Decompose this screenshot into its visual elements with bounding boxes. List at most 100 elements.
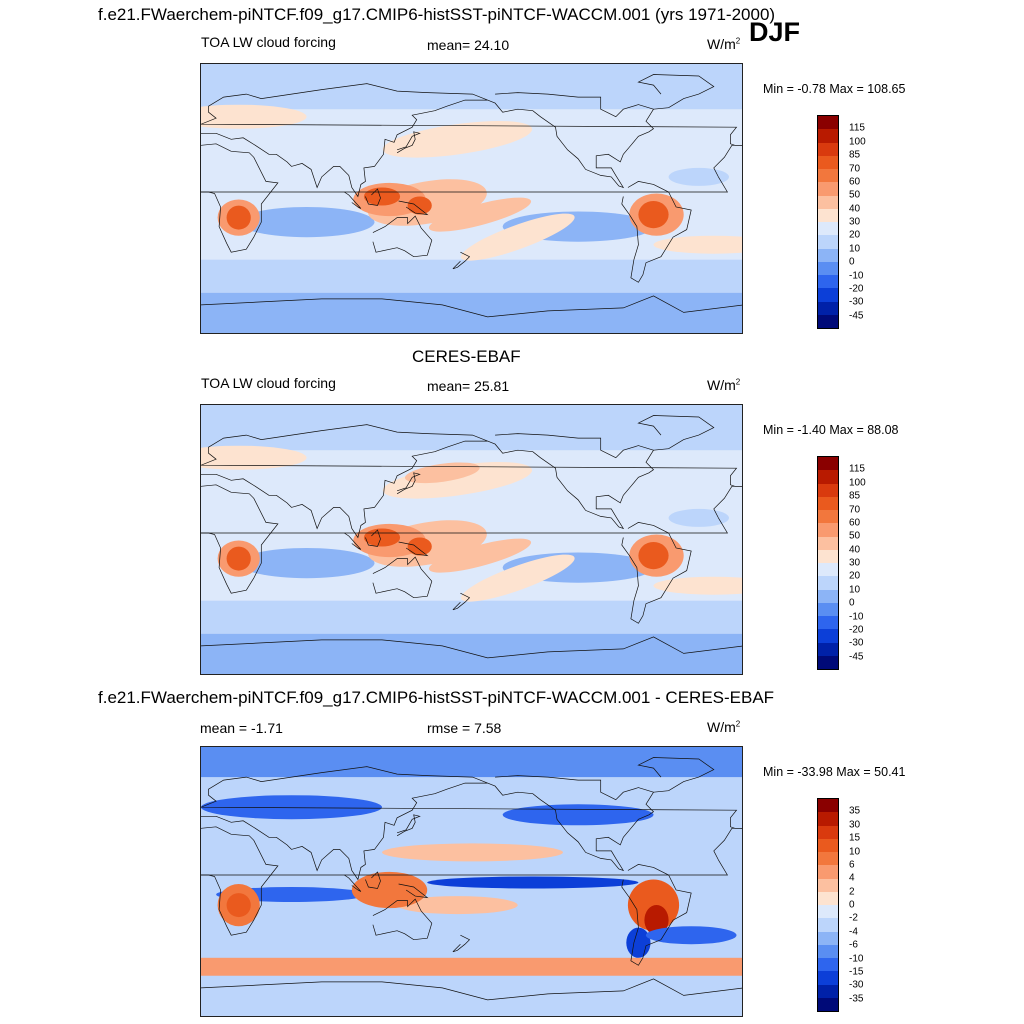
colorbar-tick-label: 10 <box>849 243 861 255</box>
colorbar-swatch <box>818 905 838 919</box>
panel3-unit-label: W/m2 <box>707 719 741 735</box>
panel1-variable-label: TOA LW cloud forcing <box>201 34 336 50</box>
colorbar-swatch <box>818 944 838 958</box>
panel1-colorbar <box>817 115 839 329</box>
colorbar-swatch <box>818 496 838 510</box>
panel2-mean-label: mean= 25.81 <box>427 378 510 394</box>
colorbar-swatch <box>818 261 838 275</box>
colorbar-tick-label: 60 <box>849 517 861 529</box>
colorbar-tick-label: -30 <box>849 296 864 308</box>
colorbar-tick-label: -15 <box>849 966 864 978</box>
colorbar-swatch <box>818 812 838 826</box>
colorbar-tick-label: -10 <box>849 953 864 964</box>
panel1-minmax: Min = -0.78 Max = 108.65 <box>763 82 906 96</box>
colorbar-swatch <box>818 891 838 905</box>
panel3-map <box>200 746 743 1017</box>
panel1-title: f.e21.FWaerchem-piNTCF.f09_g17.CMIP6-his… <box>98 5 776 24</box>
colorbar-swatch <box>818 523 838 537</box>
colorbar-swatch <box>818 195 838 209</box>
colorbar-swatch <box>818 563 838 577</box>
panel2-minmax: Min = -1.40 Max = 88.08 <box>763 423 899 437</box>
colorbar-swatch <box>818 838 838 852</box>
panel1-map <box>200 63 743 334</box>
colorbar-tick-label: 40 <box>849 544 861 556</box>
colorbar-tick-label: -30 <box>849 979 864 991</box>
colorbar-tick-label: 50 <box>849 530 861 542</box>
colorbar-tick-label: 85 <box>849 149 861 161</box>
colorbar-swatch <box>818 314 838 328</box>
colorbar-tick-label: 0 <box>849 597 855 609</box>
colorbar-swatch <box>818 616 838 630</box>
panel2-map <box>200 404 743 675</box>
colorbar-tick-label: 0 <box>849 256 855 268</box>
colorbar-swatch <box>818 536 838 550</box>
panel1-unit-label: W/m2 <box>707 36 741 52</box>
colorbar-swatch <box>818 958 838 972</box>
colorbar-swatch <box>818 971 838 985</box>
colorbar-tick-label: 20 <box>849 229 861 241</box>
colorbar-tick-label: 115 <box>849 122 865 134</box>
colorbar-swatch <box>818 510 838 524</box>
colorbar-tick-label: 30 <box>849 557 861 569</box>
colorbar-swatch <box>818 248 838 262</box>
colorbar-tick-label: -30 <box>849 637 864 649</box>
colorbar-swatch <box>818 642 838 656</box>
colorbar-swatch <box>818 984 838 998</box>
colorbar-tick-label: -10 <box>849 611 864 622</box>
colorbar-tick-label: -45 <box>849 651 864 663</box>
colorbar-tick-label: 40 <box>849 203 861 215</box>
colorbar-swatch <box>818 288 838 302</box>
colorbar-swatch <box>818 589 838 603</box>
colorbar-swatch <box>818 208 838 222</box>
season-label: DJF <box>749 17 801 47</box>
colorbar-tick-label: -6 <box>849 939 858 951</box>
colorbar-tick-label: 100 <box>849 136 866 148</box>
colorbar-swatch <box>818 918 838 932</box>
colorbar-tick-label: 20 <box>849 570 861 582</box>
panel3-colorbar <box>817 798 839 1012</box>
colorbar-tick-label: -35 <box>849 993 864 1005</box>
colorbar-tick-label: 60 <box>849 176 861 188</box>
colorbar-tick-label: 70 <box>849 504 861 515</box>
colorbar-tick-label: -20 <box>849 624 864 636</box>
panel3-minmax: Min = -33.98 Max = 50.41 <box>763 765 906 779</box>
colorbar-swatch <box>818 470 838 484</box>
colorbar-tick-label: 115 <box>849 463 865 475</box>
panel2-variable-label: TOA LW cloud forcing <box>201 375 336 391</box>
colorbar-swatch <box>818 222 838 236</box>
colorbar-swatch <box>818 155 838 169</box>
colorbar-swatch <box>818 852 838 866</box>
colorbar-tick-label: 85 <box>849 490 861 502</box>
colorbar-tick-label: 30 <box>849 819 861 831</box>
colorbar-swatch <box>818 576 838 590</box>
colorbar-swatch <box>818 602 838 616</box>
colorbar-tick-label: 15 <box>849 832 861 844</box>
colorbar-swatch <box>818 235 838 249</box>
colorbar-tick-label: 50 <box>849 189 861 201</box>
colorbar-tick-label: -4 <box>849 926 858 938</box>
panel3-mean-label: mean = -1.71 <box>200 720 283 736</box>
colorbar-swatch <box>818 182 838 196</box>
colorbar-swatch <box>818 169 838 183</box>
colorbar-tick-label: 10 <box>849 846 861 857</box>
colorbar-tick-label: 70 <box>849 163 861 174</box>
panel3-title: f.e21.FWaerchem-piNTCF.f09_g17.CMIP6-his… <box>98 688 775 707</box>
colorbar-swatch <box>818 142 838 156</box>
colorbar-tick-label: 100 <box>849 477 866 489</box>
colorbar-tick-label: -10 <box>849 270 864 281</box>
colorbar-tick-label: 30 <box>849 216 861 228</box>
colorbar-swatch <box>818 301 838 315</box>
colorbar-swatch <box>818 457 838 471</box>
colorbar-swatch <box>818 931 838 945</box>
colorbar-swatch <box>818 655 838 669</box>
colorbar-swatch <box>818 629 838 643</box>
colorbar-swatch <box>818 799 838 813</box>
colorbar-swatch <box>818 549 838 563</box>
panel2-unit-label: W/m2 <box>707 377 741 393</box>
colorbar-swatch <box>818 997 838 1011</box>
colorbar-tick-label: 2 <box>849 886 855 898</box>
colorbar-swatch <box>818 483 838 497</box>
panel3-rmse-label: rmse = 7.58 <box>427 720 502 736</box>
colorbar-tick-label: -20 <box>849 283 864 295</box>
colorbar-swatch <box>818 129 838 143</box>
